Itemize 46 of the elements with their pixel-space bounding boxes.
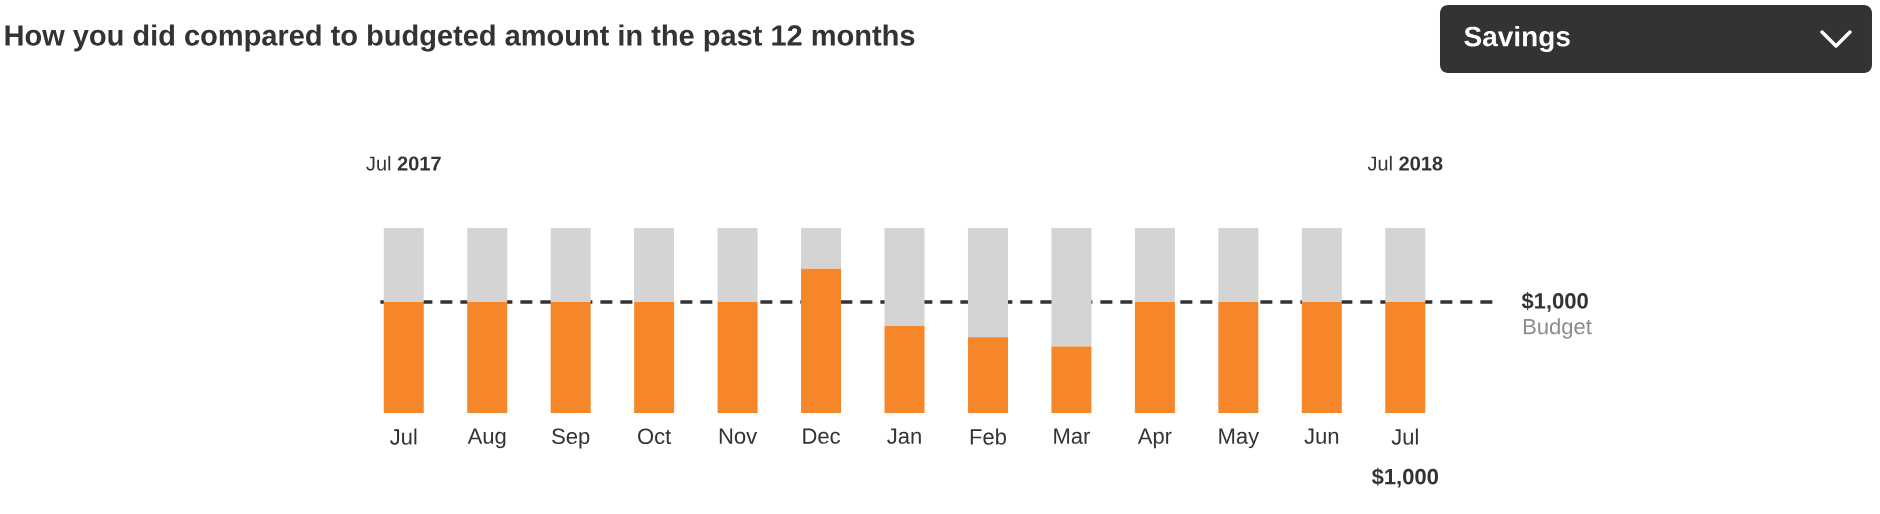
bar: [550, 227, 591, 302]
bar: [1218, 301, 1259, 413]
bar: [634, 227, 675, 302]
chart-title: How you did compared to budgeted amount in the past 12 months: [5, 24, 915, 52]
bar: [1051, 227, 1092, 347]
x-tick-label: Apr: [1137, 428, 1172, 449]
text: Jul 2018: [1367, 155, 1443, 171]
bar: [801, 268, 842, 413]
bar: [884, 227, 925, 327]
bar: [467, 301, 508, 413]
bar: [1301, 227, 1342, 302]
x-tick-label: Dec: [803, 428, 841, 444]
bar: [801, 227, 842, 269]
x-tick-label: Jan: [887, 428, 921, 444]
x-tick-label: May: [1219, 428, 1260, 449]
text: $1,000: [1521, 292, 1588, 312]
bar: [1051, 346, 1092, 413]
bar: [383, 301, 424, 413]
bar: [634, 301, 675, 413]
bar: [884, 326, 925, 413]
bar: [967, 227, 1008, 338]
x-tick-label: Mar: [1054, 428, 1090, 444]
x-tick-label: Jul: [1391, 428, 1418, 445]
bar: [1218, 227, 1259, 302]
bar: [1385, 301, 1426, 413]
text: Jul 2017: [366, 155, 441, 171]
bar: [1134, 301, 1175, 413]
x-tick-label: Feb: [970, 428, 1006, 445]
x-tick-label: Nov: [719, 428, 758, 444]
text: Savings: [1464, 25, 1570, 53]
x-tick-label: Sep: [552, 428, 590, 449]
x-tick-label: Oct: [638, 428, 672, 445]
bar: [550, 301, 591, 413]
bar: [1385, 227, 1426, 302]
x-tick-label: Jun: [1304, 428, 1339, 444]
bar: [1134, 227, 1175, 302]
bar: [717, 227, 758, 302]
bar: [383, 227, 424, 302]
text: Budget: [1523, 318, 1592, 339]
bar: [467, 227, 508, 302]
x-tick-label: Jul: [390, 428, 417, 445]
x-tick-label: Aug: [467, 428, 506, 449]
bar: [717, 301, 758, 413]
text: $1,000: [1371, 467, 1438, 488]
bar: [967, 337, 1008, 413]
bar: [1301, 301, 1342, 413]
